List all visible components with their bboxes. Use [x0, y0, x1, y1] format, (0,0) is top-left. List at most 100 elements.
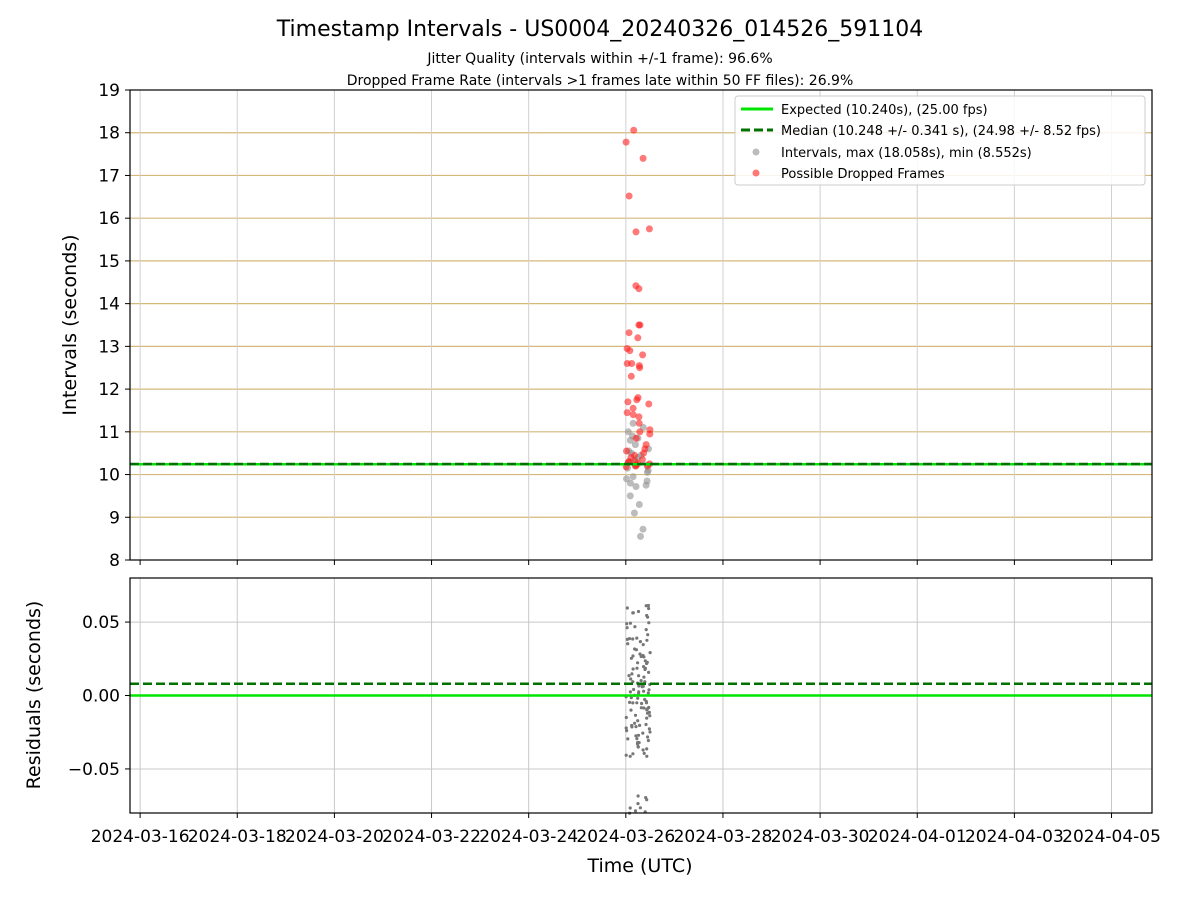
residual-point [646, 633, 650, 637]
dropped-frame-point [623, 360, 631, 367]
legend-expected-label: Expected (10.240s), (25.00 fps) [781, 103, 988, 118]
residual-point [631, 654, 635, 658]
residual-point [634, 725, 638, 729]
residual-point [631, 637, 635, 641]
interval-point [642, 481, 650, 489]
residual-point [630, 725, 634, 729]
residual-point [630, 672, 634, 676]
dropped-frame-point [626, 347, 634, 355]
dropped-frame-point [633, 396, 641, 404]
residual-point [644, 699, 648, 704]
residuals-ytick-label: 0.00 [82, 687, 120, 707]
dropped-frame-point [629, 404, 637, 412]
chart-subtitle-jitter: Jitter Quality (intervals within +/-1 fr… [426, 51, 772, 67]
residual-point [648, 714, 652, 718]
dropped-frame-point [625, 192, 633, 200]
dropped-frame-point [638, 456, 646, 464]
dropped-frame-point [622, 138, 630, 146]
residual-point [638, 806, 643, 810]
dropped-frame-point [636, 321, 644, 329]
residual-point [624, 753, 628, 757]
residual-point [636, 802, 640, 806]
residual-point [645, 747, 649, 751]
residual-point [647, 688, 651, 692]
residual-point [625, 622, 629, 626]
residual-point [638, 652, 642, 656]
chart-subtitle-dropped: Dropped Frame Rate (intervals >1 frames … [347, 73, 854, 89]
x-tick-label: 2024-04-03 [965, 827, 1064, 847]
dropped-frame-point [630, 126, 638, 134]
residual-point [648, 651, 652, 655]
residual-point [645, 754, 649, 758]
dropped-frame-point [640, 449, 648, 457]
intervals-ytick-label: 8 [109, 551, 120, 571]
x-tick-label: 2024-03-30 [771, 827, 870, 847]
residual-point [626, 642, 630, 646]
residual-point [625, 637, 629, 642]
residual-point [636, 661, 640, 665]
residual-point [625, 729, 629, 733]
residual-point [645, 716, 649, 720]
residual-point [634, 734, 638, 738]
residual-point [643, 659, 647, 663]
interval-point [631, 441, 639, 449]
residual-point [644, 722, 648, 727]
residual-point [638, 723, 642, 728]
intervals-ytick-label: 19 [98, 81, 120, 101]
residual-point [629, 677, 633, 681]
intervals-ytick-label: 16 [98, 209, 120, 229]
x-tick-label: 2024-03-26 [576, 827, 675, 847]
dropped-frame-point [639, 154, 647, 162]
residual-point [628, 621, 633, 625]
interval-point [629, 473, 637, 481]
intervals-ytick-label: 17 [98, 166, 120, 186]
intervals-ytick-label: 18 [98, 124, 120, 144]
residual-point [642, 751, 646, 756]
dropped-frame-point [635, 413, 643, 421]
interval-point [626, 479, 634, 487]
x-tick-label: 2024-03-20 [285, 827, 384, 847]
residual-point [635, 666, 639, 670]
residual-point [633, 625, 637, 629]
dropped-frame-point [634, 334, 642, 342]
residual-point [631, 667, 635, 671]
intervals-ytick-label: 14 [98, 295, 120, 315]
legend-dropped-marker [752, 169, 760, 177]
residual-point [642, 675, 646, 679]
residual-point [643, 667, 647, 672]
residuals-ytick-label: 0.05 [82, 613, 120, 633]
dropped-frame-point [632, 434, 640, 442]
intervals-y-axis-label: Intervals (seconds) [59, 234, 81, 415]
residual-point [636, 733, 641, 737]
residual-point [631, 701, 635, 705]
residual-point [632, 687, 636, 692]
residual-point [642, 689, 646, 693]
residual-point [641, 731, 645, 735]
intervals-ytick-label: 10 [98, 466, 120, 486]
residual-point [642, 706, 646, 710]
residuals-panel: −0.050.000.052024-03-162024-03-182024-03… [68, 577, 1161, 847]
residual-point [624, 726, 628, 730]
residual-point [633, 721, 637, 725]
residual-point [641, 748, 645, 752]
interval-point [637, 532, 644, 540]
x-tick-label: 2024-04-05 [1062, 827, 1161, 847]
residual-point [636, 794, 640, 798]
residual-point [640, 701, 644, 706]
residual-point [631, 752, 635, 756]
residual-point [639, 679, 643, 683]
x-tick-label: 2024-03-24 [479, 827, 578, 847]
residual-point [637, 741, 641, 745]
residual-point [635, 701, 639, 705]
interval-point [624, 428, 632, 436]
residual-point [628, 700, 632, 705]
residual-point [638, 640, 643, 644]
intervals-plot-frame [129, 89, 1153, 561]
dropped-frame-point [635, 285, 643, 293]
residual-point [639, 706, 644, 710]
dropped-frame-point [639, 351, 647, 359]
interval-point [635, 501, 643, 508]
dropped-frame-point [624, 398, 632, 406]
residuals-plot-frame [129, 577, 1153, 814]
residual-point [629, 708, 633, 712]
